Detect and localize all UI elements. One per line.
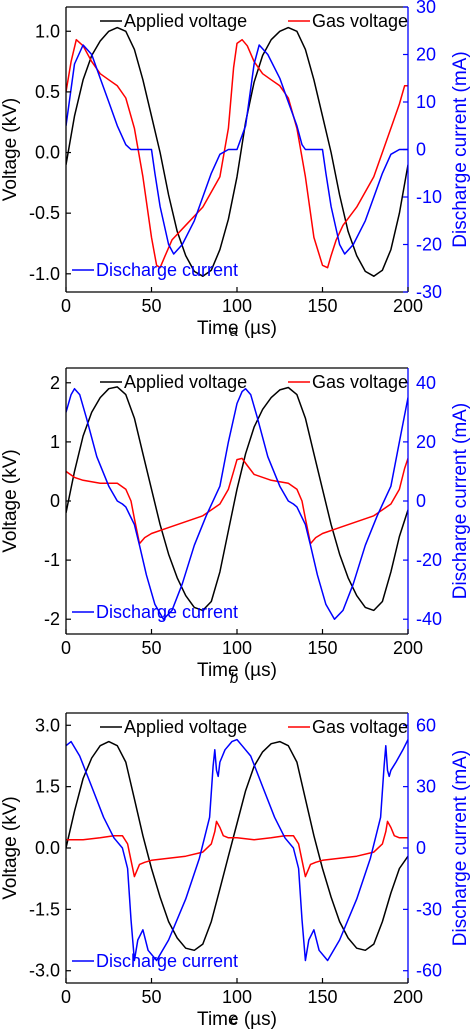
y2-tick-label: -40 bbox=[416, 609, 442, 629]
x-tick-label: 0 bbox=[61, 987, 71, 1007]
series-line-gas-voltage bbox=[66, 820, 408, 878]
x-tick-label: 50 bbox=[141, 296, 161, 316]
y2-axis-label: Discharge current (mA) bbox=[450, 403, 471, 599]
y2-tick-label: 30 bbox=[416, 777, 436, 797]
legend-entry: Gas voltage bbox=[312, 717, 408, 737]
series-line-discharge-current bbox=[66, 387, 408, 620]
y-axis-label: Voltage (kV) bbox=[0, 98, 21, 202]
series-line-gas-voltage bbox=[66, 457, 408, 545]
x-tick-label: 0 bbox=[61, 638, 71, 658]
y-tick-label: 1 bbox=[50, 432, 60, 452]
y2-axis-label: Discharge current (mA) bbox=[450, 51, 471, 247]
y2-tick-label: 0 bbox=[416, 491, 426, 511]
y-tick-label: 1.0 bbox=[35, 21, 60, 41]
y-tick-label: 2 bbox=[50, 373, 60, 393]
x-tick-label: 0 bbox=[61, 296, 71, 316]
y2-tick-label: 20 bbox=[416, 432, 436, 452]
y-tick-label: 3.0 bbox=[35, 715, 60, 735]
y2-tick-label: 20 bbox=[416, 45, 436, 65]
chart-panel-a: 0 50 100 150 200 -1.0 -0.5 0.0 0.5 1.0 -30 -20 -10 0 1… bbox=[0, 0, 471, 340]
series-line-gas-voltage bbox=[66, 38, 408, 269]
y2-tick-label: -60 bbox=[416, 961, 442, 981]
chart-panel-c: 0 50 100 150 200 -3.0 -1.5 0.0 1.5 3.0 -60 -30 0 30 60… bbox=[0, 712, 471, 1030]
y-tick-label: -1.0 bbox=[29, 264, 60, 284]
y-tick-label: -1.5 bbox=[29, 899, 60, 919]
y-tick-label: -0.5 bbox=[29, 203, 60, 223]
x-tick-label: 100 bbox=[222, 987, 252, 1007]
y2-tick-label: 40 bbox=[416, 373, 436, 393]
series-line-applied-voltage bbox=[66, 386, 408, 612]
x-tick-label: 50 bbox=[141, 987, 161, 1007]
x-tick-label: 200 bbox=[393, 296, 423, 316]
legend-entry: Applied voltage bbox=[124, 11, 247, 31]
x-axis-label: Time (µs) bbox=[197, 318, 277, 339]
legend-entry: Applied voltage bbox=[124, 372, 247, 392]
series-line-discharge-current bbox=[66, 44, 408, 255]
y2-axis-label: Discharge current (mA) bbox=[450, 750, 471, 946]
y2-tick-label: -20 bbox=[416, 235, 442, 255]
y-tick-label: 0.0 bbox=[35, 143, 60, 163]
y2-tick-label: -30 bbox=[416, 899, 442, 919]
y2-tick-label: -20 bbox=[416, 550, 442, 570]
series-line-discharge-current bbox=[66, 738, 408, 962]
chart-panel-b: 0 50 100 150 200 -2 -1 0 1 2 -40 -20 0 20 40 Time (µs) V… bbox=[0, 367, 471, 687]
y-tick-label: -2 bbox=[44, 609, 60, 629]
series-line-applied-voltage bbox=[66, 740, 408, 952]
y2-tick-label: 10 bbox=[416, 92, 436, 112]
legend-entry: Discharge current bbox=[96, 951, 238, 971]
y2-tick-label: 0 bbox=[416, 838, 426, 858]
y2-tick-label: 60 bbox=[416, 715, 436, 735]
x-axis-label: Time (µs) bbox=[197, 660, 277, 681]
y2-tick-label: 0 bbox=[416, 140, 426, 160]
y-tick-label: 0.0 bbox=[35, 838, 60, 858]
legend-entry: Discharge current bbox=[96, 602, 238, 622]
panel-label: b bbox=[230, 670, 238, 687]
y2-tick-label: 30 bbox=[416, 0, 436, 17]
y-tick-label: 1.5 bbox=[35, 777, 60, 797]
y-tick-label: 0.5 bbox=[35, 82, 60, 102]
x-tick-label: 50 bbox=[141, 638, 161, 658]
legend-entry: Gas voltage bbox=[312, 11, 408, 31]
y2-tick-label: -30 bbox=[416, 282, 442, 302]
panel-label: c bbox=[230, 1011, 238, 1028]
x-tick-label: 150 bbox=[307, 638, 337, 658]
y-tick-label: -3.0 bbox=[29, 961, 60, 981]
y2-tick-label: -10 bbox=[416, 187, 442, 207]
x-tick-label: 200 bbox=[393, 638, 423, 658]
y-axis-label: Voltage (kV) bbox=[0, 796, 21, 900]
legend-entry: Gas voltage bbox=[312, 372, 408, 392]
x-tick-label: 150 bbox=[307, 987, 337, 1007]
series-line-applied-voltage bbox=[66, 26, 408, 277]
x-tick-label: 150 bbox=[307, 296, 337, 316]
x-tick-label: 200 bbox=[393, 987, 423, 1007]
y-tick-label: 0 bbox=[50, 491, 60, 511]
legend-entry: Discharge current bbox=[96, 260, 238, 280]
panel-label: a bbox=[230, 323, 238, 340]
legend-entry: Applied voltage bbox=[124, 717, 247, 737]
y-axis-label: Voltage (kV) bbox=[0, 449, 21, 553]
x-axis-label: Time (µs) bbox=[197, 1009, 277, 1030]
y-tick-label: -1 bbox=[44, 550, 60, 570]
x-tick-label: 100 bbox=[222, 296, 252, 316]
x-tick-label: 100 bbox=[222, 638, 252, 658]
